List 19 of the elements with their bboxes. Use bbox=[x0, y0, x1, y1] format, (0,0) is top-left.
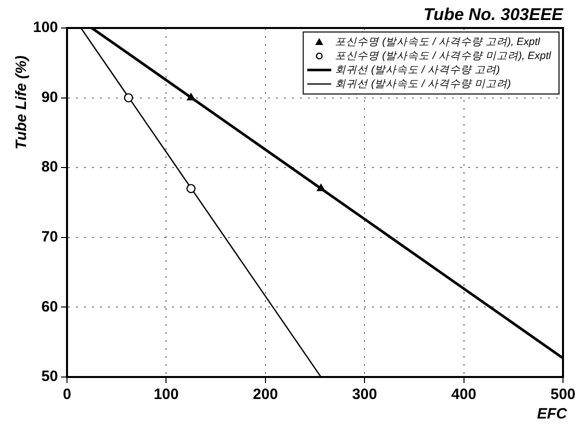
y-axis-title: Tube Life (%) bbox=[13, 56, 30, 150]
y-tick-label: 70 bbox=[41, 228, 58, 246]
x-tick-label: 100 bbox=[154, 386, 179, 404]
y-tick-label: 50 bbox=[41, 368, 58, 386]
x-tick-label: 300 bbox=[352, 386, 378, 404]
x-tick-label: 0 bbox=[62, 386, 72, 404]
x-tick-label: 500 bbox=[550, 386, 576, 404]
legend-label: 포신수명 (발사속도 / 사격수량 미고려), Exptl bbox=[335, 50, 552, 62]
x-tick-label: 400 bbox=[451, 386, 476, 404]
x-axis-title: EFC bbox=[537, 406, 568, 423]
y-tick-label: 90 bbox=[41, 88, 58, 106]
legend-label: 회귀선 (발사속도 / 사격수량 고려) bbox=[335, 64, 500, 76]
x-tick-label: 200 bbox=[252, 386, 278, 404]
legend-label: 포신수명 (발사속도 / 사격수량 고려), Exptl bbox=[335, 36, 541, 48]
y-tick-label: 60 bbox=[41, 298, 58, 316]
legend-label: 회귀선 (발사속도 / 사격수량 미고려) bbox=[335, 78, 511, 90]
y-tick-label: 80 bbox=[41, 158, 58, 176]
y-tick-label: 100 bbox=[32, 19, 58, 36]
chart-title: Tube No. 303EEE bbox=[423, 5, 564, 24]
